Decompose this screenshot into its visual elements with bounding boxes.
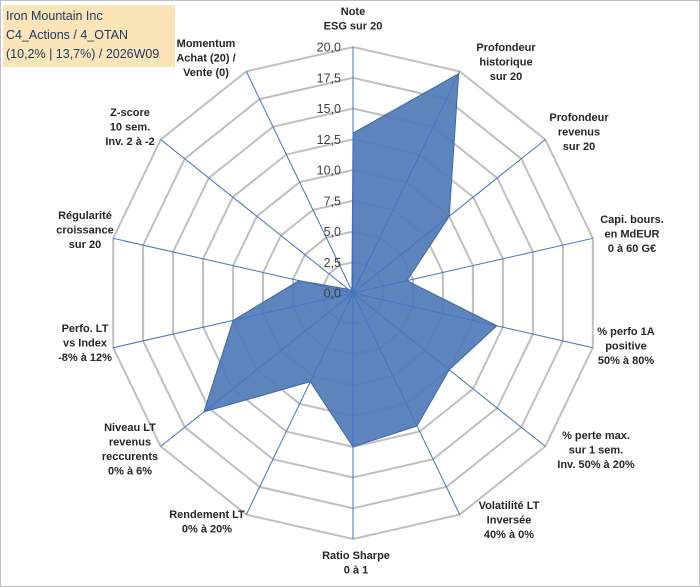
chart-title-stats: (10,2% | 13,7%) / 2026W09 (6, 47, 160, 61)
axis-spoke (352, 292, 593, 349)
axis-label: Niveau LT revenus reccurents 0% à 6% (102, 422, 158, 478)
axis-label: Rendement LT 0% à 20% (169, 509, 245, 536)
axis-spoke (352, 237, 593, 294)
axis-label: Momentum Achat (20) / Vente (0) (176, 38, 235, 79)
axis-label: % perte max. sur 1 sem. Inv. 50% à 20% (557, 430, 635, 471)
tick-label: 7,5 (324, 194, 341, 208)
axis-label: % perfo 1A positive 50% à 80% (597, 326, 655, 367)
axis-spoke (352, 139, 546, 294)
axis-spoke (352, 292, 461, 515)
axis-spoke (352, 292, 546, 447)
axis-spoke (245, 292, 354, 515)
axis-label: Ratio Sharpe 0 à 1 (322, 550, 390, 577)
tick-label: 15,0 (317, 102, 341, 116)
axis-label: Note ESG sur 20 (324, 6, 383, 33)
chart-title-company: Iron Mountain Inc (6, 9, 103, 23)
tick-label: 5,0 (324, 225, 341, 239)
tick-label: 10,0 (317, 164, 341, 178)
axis-label: Profondeur revenus sur 20 (549, 112, 609, 153)
tick-label: 12,5 (317, 133, 341, 147)
tick-layer: 0,0 2,5 5,0 7,5 10,0 12,5 15,0 17,5 20,0 (317, 41, 341, 301)
axis-label: Perfo. LT vs Index -8% à 12% (58, 323, 112, 364)
tick-label: 2,5 (324, 256, 341, 270)
axis-spoke (113, 237, 354, 294)
label-layer: Note ESG sur 20 Profondeur historique sur 20… (56, 6, 664, 577)
series-area (203, 72, 498, 448)
axis-spoke (352, 71, 461, 294)
chart-title-box: Iron Mountain Inc C4_Actions / 4_OTAN (1… (3, 5, 175, 67)
axis-label: Profondeur historique sur 20 (476, 42, 536, 83)
axis-label: Z-score 10 sem. Inv. 2 à -2 (105, 107, 154, 148)
tick-label: 0,0 (324, 287, 341, 301)
axis-spoke (245, 71, 354, 294)
tick-label: 17,5 (317, 71, 341, 85)
axis-spoke (160, 139, 354, 294)
axis-spoke (160, 292, 354, 447)
axis-label: Capi. bours. en MdEUR 0 à 60 G€ (600, 214, 664, 255)
chart-title-category: C4_Actions / 4_OTAN (6, 28, 129, 42)
axis-label: Volatilité LT Inversée 40% à 0% (479, 500, 540, 541)
tick-label: 20,0 (317, 41, 341, 55)
axis-spoke (113, 292, 354, 349)
axis-label: Régularité croissance sur 20 (56, 210, 113, 251)
series-layer (203, 72, 498, 448)
